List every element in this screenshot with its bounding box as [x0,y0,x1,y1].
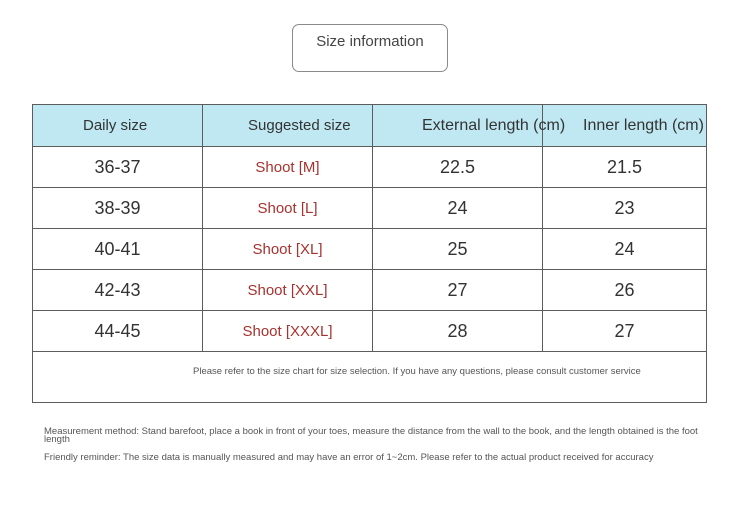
suggested-size-cell: Shoot [L] [202,187,373,229]
friendly-reminder-note: Friendly reminder: The size data is manu… [44,452,654,463]
daily-size-cell: 42-43 [32,269,203,311]
inner-length-cell: 27 [542,310,707,352]
header-inner-length: Inner length (cm) [542,104,707,147]
daily-size-cell: 44-45 [32,310,203,352]
daily-size-cell: 40-41 [32,228,203,270]
size-chart-table: Daily size Suggested size External lengt… [32,104,707,403]
suggested-size-cell: Shoot [M] [202,146,373,188]
external-length-cell: 22.5 [372,146,543,188]
external-length-cell: 25 [372,228,543,270]
suggested-size-cell: Shoot [XXXL] [202,310,373,352]
header-daily-size: Daily size [32,104,203,147]
size-info-title: Size information [292,24,448,72]
measurement-method-note: Measurement method: Stand barefoot, plac… [44,426,698,445]
suggested-size-cell: Shoot [XXL] [202,269,373,311]
external-length-cell: 27 [372,269,543,311]
inner-length-cell: 26 [542,269,707,311]
table-row: 40-41 Shoot [XL] 25 24 [32,228,707,270]
daily-size-cell: 36-37 [32,146,203,188]
external-length-cell: 28 [372,310,543,352]
table-note-cell: Please refer to the size chart for size … [32,351,707,403]
table-row: 42-43 Shoot [XXL] 27 26 [32,269,707,311]
daily-size-cell: 38-39 [32,187,203,229]
table-row: 44-45 Shoot [XXXL] 28 27 [32,310,707,352]
table-row: 38-39 Shoot [L] 24 23 [32,187,707,229]
suggested-size-cell: Shoot [XL] [202,228,373,270]
table-note-row: Please refer to the size chart for size … [32,351,707,403]
inner-length-cell: 24 [542,228,707,270]
external-length-cell: 24 [372,187,543,229]
table-header-row: Daily size Suggested size External lengt… [32,104,707,147]
inner-length-cell: 23 [542,187,707,229]
size-selection-note: Please refer to the size chart for size … [193,366,641,377]
header-suggested-size: Suggested size [202,104,373,147]
table-row: 36-37 Shoot [M] 22.5 21.5 [32,146,707,188]
inner-length-cell: 21.5 [542,146,707,188]
header-external-length: External length (cm) [372,104,565,147]
